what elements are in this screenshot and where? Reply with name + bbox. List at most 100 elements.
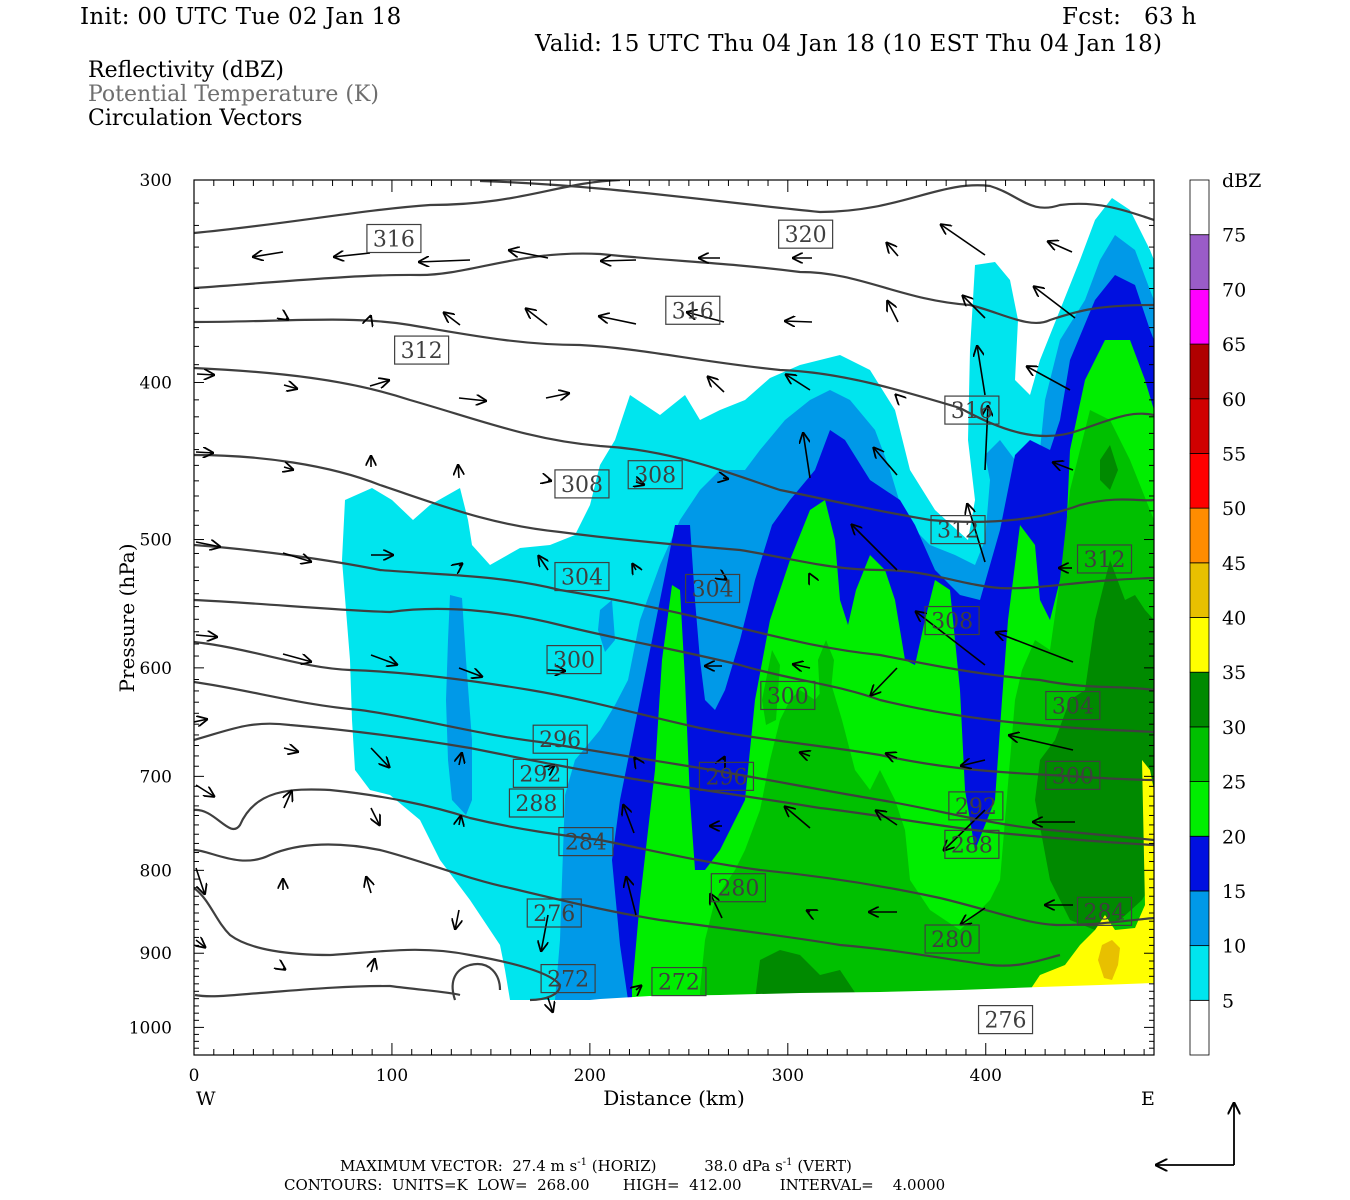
- contour-label: 284: [565, 831, 607, 856]
- contour-label: 280: [931, 928, 973, 953]
- colorbar-title: dBZ: [1222, 170, 1261, 192]
- max-horiz-tag: (HORIZ): [587, 1157, 657, 1175]
- contour-label: 296: [539, 728, 581, 753]
- x-tick-label: 400: [970, 1066, 1002, 1086]
- colorbar-swatch: [1189, 507, 1210, 564]
- y-tick-label: 900: [140, 944, 172, 964]
- max-horiz-value: 27.4 m s: [512, 1157, 578, 1175]
- contour-label-box: [977, 1005, 1034, 1035]
- contour-label: 320: [785, 223, 827, 248]
- max-horiz-exponent: -1: [577, 1157, 587, 1168]
- max-vector-label: MAXIMUM VECTOR:: [340, 1157, 503, 1175]
- colorbar-swatch: [1189, 453, 1210, 509]
- contour-label-box: [394, 335, 450, 365]
- colorbar-label: 55: [1222, 443, 1246, 465]
- contour-label-box: [627, 460, 683, 490]
- circulation-vectors: [194, 224, 1076, 1013]
- colorbar-swatch: [1189, 945, 1210, 1001]
- colorbar-swatch: [1189, 562, 1210, 618]
- colorbar-swatch: [1189, 288, 1210, 345]
- contour-label-box: [651, 966, 707, 997]
- plot-frame: [193, 179, 1155, 1056]
- contour-label: 292: [955, 795, 997, 820]
- axis-ticks: [193, 179, 1154, 1056]
- contour-label-box: [948, 791, 1004, 821]
- y-tick-label: 800: [140, 861, 172, 881]
- x-tick-label: 200: [574, 1066, 606, 1086]
- contour-label-box: [684, 573, 741, 604]
- colorbar-label: 15: [1222, 881, 1246, 903]
- dbz-25-region: [700, 410, 1154, 1000]
- contour-label-box: [778, 219, 834, 249]
- contour-label: 312: [401, 339, 443, 364]
- contour-label: 296: [705, 765, 747, 790]
- forecast-hour: Fcst: 63 h: [1062, 4, 1197, 30]
- contour-label: 288: [515, 792, 557, 817]
- colorbar-swatch: [1189, 179, 1210, 236]
- colorbar-label: 50: [1222, 498, 1246, 520]
- colorbar-swatch: [1189, 999, 1210, 1056]
- y-tick-label: 400: [140, 373, 172, 393]
- max-vert-exponent: -1: [782, 1157, 793, 1168]
- contour-label: 312: [1084, 548, 1126, 573]
- east-label: E: [1141, 1088, 1155, 1110]
- colorbar-label: 65: [1222, 334, 1246, 356]
- x-tick-label: 100: [376, 1066, 408, 1086]
- contour-label-box: [1045, 690, 1101, 721]
- contours-info: CONTOURS: UNITS=K LOW= 268.00 HIGH= 412.…: [284, 1176, 946, 1194]
- contour-label-box: [930, 515, 986, 545]
- contour-label-box: [1045, 760, 1101, 790]
- contour-label-box: [944, 395, 1000, 425]
- colorbar: 5 10 15 20 25 30 35 40 45 50 55 60 65 70 75: [1189, 179, 1246, 1056]
- colorbar-label: 25: [1222, 772, 1246, 794]
- contour-label: 300: [767, 684, 809, 709]
- y-tick-label: 1000: [129, 1018, 172, 1038]
- dbz-35-region: [1030, 760, 1154, 990]
- contour-label: 300: [553, 649, 595, 674]
- max-vert-value: 38.0 dPa s: [704, 1157, 783, 1175]
- contour-label-box: [558, 827, 614, 857]
- contour-label: 316: [373, 227, 415, 252]
- contour-label: 288: [951, 833, 993, 858]
- contour-label: 312: [937, 519, 979, 544]
- colorbar-swatch: [1189, 671, 1210, 728]
- colorbar-swatch: [1189, 398, 1210, 454]
- max-vector-line: MAXIMUM VECTOR: 27.4 m s-1 (HORIZ) 38.0 …: [340, 1157, 852, 1175]
- y-tick-label: 300: [140, 171, 172, 191]
- y-axis-title: Pressure (hPa): [115, 544, 139, 693]
- contour-label-box: [1076, 544, 1133, 574]
- colorbar-label: 35: [1222, 662, 1246, 684]
- colorbar-label: 20: [1222, 826, 1246, 848]
- contour-label: 280: [717, 877, 759, 902]
- contour-label-box: [665, 295, 721, 325]
- axis-tick-labels: 300 400 500 600 700 800 900 1000 0 100 200 300 400: [129, 171, 1002, 1086]
- contour-label: 308: [634, 464, 676, 489]
- field-circulation-vectors: Circulation Vectors: [88, 106, 303, 131]
- contour-label: 272: [547, 968, 589, 993]
- terrain-mask: [194, 983, 1154, 1055]
- contour-label-box: [944, 829, 1000, 859]
- contour-label: 304: [561, 566, 603, 591]
- colorbar-swatch: [1189, 617, 1210, 673]
- contour-label: 292: [519, 762, 561, 787]
- init-time: Init: 00 UTC Tue 02 Jan 18: [80, 4, 402, 30]
- west-label: W: [196, 1088, 216, 1110]
- colorbar-label: 45: [1222, 553, 1246, 575]
- colorbar-swatch: [1189, 781, 1210, 837]
- contour-label: 276: [985, 1009, 1027, 1034]
- contour-label: 272: [658, 971, 700, 996]
- contour-label: 316: [672, 299, 714, 324]
- contour-label: 276: [533, 902, 575, 927]
- theta-contours: [194, 180, 1154, 1002]
- colorbar-label: 10: [1222, 936, 1246, 958]
- colorbar-swatch: [1189, 835, 1210, 892]
- contour-label-box: [512, 758, 568, 788]
- y-tick-label: 500: [140, 531, 172, 551]
- y-tick-label: 700: [140, 767, 172, 787]
- contour-label: 308: [561, 473, 603, 498]
- reference-vector-key: [1155, 1102, 1234, 1165]
- colorbar-label: 60: [1222, 389, 1246, 411]
- colorbar-label: 40: [1222, 608, 1246, 630]
- max-vert-tag: (VERT): [792, 1157, 852, 1175]
- x-tick-label: 0: [189, 1066, 200, 1086]
